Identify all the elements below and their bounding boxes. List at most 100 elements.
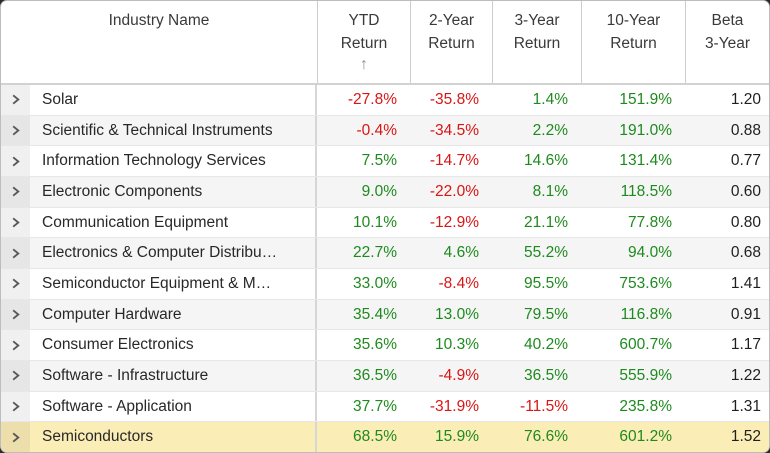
table-row[interactable]: Software - Infrastructure 36.5% -4.9% 36.5%… (1, 361, 769, 392)
ytd-return-value: 10.1% (353, 213, 397, 231)
industry-name: Semiconductor Equipment & M… (30, 269, 317, 299)
column-header-label: 2-Year (428, 12, 475, 29)
y2-return-value: -31.9% (429, 397, 479, 415)
y10-return-value: 94.0% (628, 244, 672, 262)
ytd-return-value: 35.4% (353, 305, 397, 323)
table-row[interactable]: Information Technology Services 7.5% -14.7… (1, 146, 769, 178)
chevron-right-icon (12, 340, 20, 351)
column-header-y3[interactable]: 3-Year Return (492, 1, 581, 83)
table-row[interactable]: Communication Equipment 10.1% -12.9% 21.1% 7… (1, 207, 769, 239)
chevron-right-icon (12, 94, 20, 105)
y3-return-value: 8.1% (532, 182, 568, 200)
table-row[interactable]: Consumer Electronics 35.6% 10.3% 40.2% 600.7… (1, 330, 769, 362)
y3-return-value: 40.2% (524, 336, 568, 354)
beta-value: 0.60 (730, 182, 761, 200)
column-header-label: Return (610, 35, 657, 52)
beta-value: 0.91 (730, 305, 761, 323)
column-header-ytd[interactable]: YTD Return ↑ (317, 1, 410, 83)
column-header-label: Return (340, 35, 388, 52)
table-row[interactable]: Electronics & Computer Distribu… 22.7% 4.6… (1, 238, 769, 270)
industry-name: Solar (30, 85, 317, 115)
ytd-return-value: 35.6% (353, 336, 397, 354)
expand-row-button[interactable] (1, 85, 30, 115)
table-row[interactable]: Semiconductor Equipment & M… 33.0% -8.4% 95… (1, 269, 769, 300)
y10-return-value: 151.9% (619, 90, 672, 108)
beta-value: 1.22 (730, 366, 761, 384)
column-header-y2[interactable]: 2-Year Return (410, 1, 492, 83)
table-row[interactable]: Semiconductors 68.5% 15.9% 76.6% 601.2% 1.52 (1, 422, 769, 452)
industry-name: Scientific & Technical Instruments (30, 115, 317, 146)
column-header-label: Return (513, 35, 561, 52)
ytd-return-value: 7.5% (361, 152, 397, 170)
sort-ascending-icon: ↑ (360, 56, 368, 73)
beta-value: 0.80 (730, 213, 761, 231)
y3-return-value: 79.5% (524, 305, 568, 323)
y10-return-value: 77.8% (628, 213, 672, 231)
expand-row-button[interactable] (1, 177, 30, 207)
industry-name: Communication Equipment (30, 207, 317, 238)
expand-row-button[interactable] (1, 269, 30, 299)
table-header: Industry Name YTD Return ↑ 2-Year Return 3-Yea… (1, 1, 769, 85)
y2-return-value: -8.4% (438, 274, 480, 292)
y10-return-value: 555.9% (619, 366, 672, 384)
column-header-label: Return (428, 35, 475, 52)
table-row[interactable]: Software - Application 37.7% -31.9% -11.5% 2… (1, 391, 769, 423)
y2-return-value: -34.5% (429, 121, 479, 139)
y3-return-value: 14.6% (524, 152, 568, 170)
industry-name: Software - Application (30, 391, 317, 422)
chevron-right-icon (12, 125, 20, 136)
y2-return-value: -35.8% (429, 90, 479, 108)
expand-row-button[interactable] (1, 330, 30, 361)
beta-value: 1.17 (730, 336, 761, 354)
expand-row-button[interactable] (1, 207, 30, 238)
ytd-return-value: -0.4% (356, 121, 398, 139)
chevron-right-icon (12, 432, 20, 443)
industry-name: Semiconductors (30, 422, 317, 452)
column-header-label: 10-Year (606, 12, 661, 29)
column-header-beta[interactable]: Beta 3-Year (685, 1, 769, 83)
column-header-y10[interactable]: 10-Year Return (581, 1, 685, 83)
table-row[interactable]: Computer Hardware 35.4% 13.0% 79.5% 116.8% 0.… (1, 299, 769, 331)
chevron-right-icon (12, 309, 20, 320)
column-header-label: 3-Year (514, 12, 560, 29)
chevron-right-icon (12, 248, 20, 259)
expand-row-button[interactable] (1, 391, 30, 422)
table-row[interactable]: Solar -27.8% -35.8% 1.4% 151.9% 1.20 (1, 85, 769, 116)
y10-return-value: 601.2% (619, 428, 672, 446)
expand-row-button[interactable] (1, 422, 30, 452)
beta-value: 0.88 (730, 121, 761, 139)
table-row[interactable]: Scientific & Technical Instruments -0.4% -… (1, 115, 769, 147)
column-header-industry[interactable]: Industry Name (1, 1, 317, 83)
beta-value: 0.77 (730, 152, 761, 170)
table-body: Solar -27.8% -35.8% 1.4% 151.9% 1.20 Scientifi… (1, 85, 769, 452)
ytd-return-value: 68.5% (353, 428, 397, 446)
ytd-return-value: 9.0% (361, 182, 397, 200)
y3-return-value: 55.2% (524, 244, 568, 262)
expand-row-button[interactable] (1, 299, 30, 330)
beta-value: 0.68 (730, 244, 761, 262)
y2-return-value: -14.7% (429, 152, 479, 170)
y10-return-value: 116.8% (620, 305, 672, 323)
table-row[interactable]: Electronic Components 9.0% -22.0% 8.1% 118.5… (1, 177, 769, 208)
y3-return-value: 36.5% (524, 366, 568, 384)
expand-row-button[interactable] (1, 238, 30, 269)
y2-return-value: 15.9% (435, 428, 479, 446)
ytd-return-value: -27.8% (347, 90, 397, 108)
chevron-right-icon (12, 186, 20, 197)
y3-return-value: 1.4% (532, 90, 568, 108)
y10-return-value: 191.0% (619, 121, 672, 139)
industry-name: Consumer Electronics (30, 330, 317, 361)
industry-name: Computer Hardware (30, 299, 317, 330)
column-header-label: 3-Year (704, 35, 751, 52)
ytd-return-value: 36.5% (353, 366, 397, 384)
beta-value: 1.52 (730, 428, 761, 446)
expand-row-button[interactable] (1, 361, 30, 391)
y2-return-value: -22.0% (429, 182, 479, 200)
expand-row-button[interactable] (1, 146, 30, 177)
chevron-right-icon (12, 217, 20, 228)
chevron-right-icon (12, 401, 20, 412)
y3-return-value: -11.5% (520, 397, 568, 415)
y3-return-value: 2.2% (532, 121, 568, 139)
expand-row-button[interactable] (1, 115, 30, 146)
